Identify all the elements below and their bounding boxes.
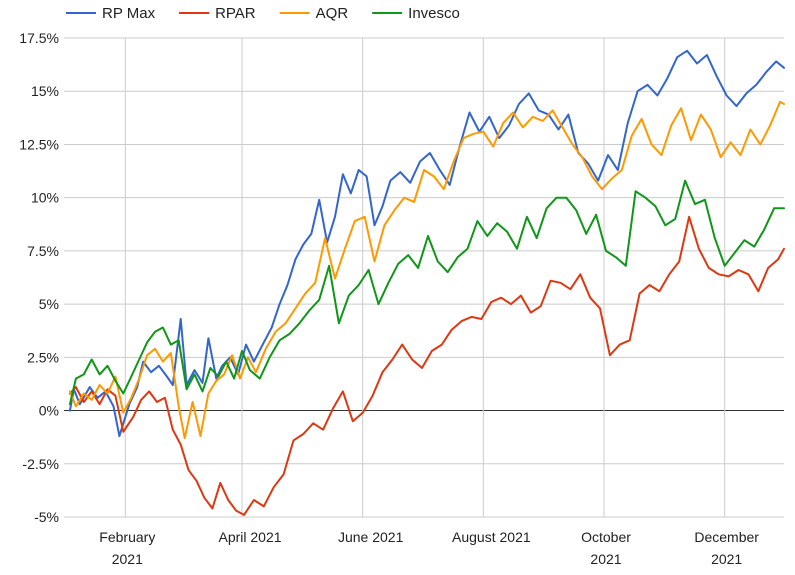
series-line-aqr[interactable] — [68, 100, 785, 440]
y-tick-label: 10% — [31, 190, 59, 206]
y-tick-label: 17.5% — [19, 30, 59, 46]
legend-item-aqr[interactable]: AQR — [279, 5, 349, 22]
grid-layer — [64, 37, 784, 518]
x-tick-label: June 2021 — [338, 529, 404, 545]
legend-item-rp-max[interactable]: RP Max — [66, 5, 156, 22]
legend-label: RP Max — [102, 5, 156, 22]
y-tick-label: -5% — [34, 509, 59, 525]
y-tick-label: 7.5% — [27, 243, 59, 259]
axis-layer: 17.5% 15% 12.5% 10% 7.5% 5% 2.5% 0% -2.5% -5% Febr… — [19, 30, 759, 567]
x-tick-label: April 2021 — [218, 529, 281, 545]
y-tick-label: 2.5% — [27, 349, 59, 365]
x-tick-label-year: 2021 — [711, 551, 742, 567]
x-tick-label-year: 2021 — [590, 551, 621, 567]
legend-label: RPAR — [215, 5, 256, 22]
legend-item-rpar[interactable]: RPAR — [179, 5, 256, 22]
series-line-invesco[interactable] — [68, 179, 785, 406]
series-layer — [68, 49, 785, 516]
legend-label: Invesco — [408, 5, 460, 22]
y-tick-label: 0% — [39, 403, 59, 419]
x-tick-label: December — [694, 529, 759, 545]
y-tick-label: 5% — [39, 296, 59, 312]
series-line-rpar[interactable] — [68, 215, 785, 516]
legend[interactable]: RP Max RPAR AQR Invesco — [66, 5, 460, 22]
x-tick-label: February — [99, 529, 155, 545]
x-tick-label: October — [581, 529, 631, 545]
y-tick-label: 12.5% — [19, 136, 59, 152]
legend-label: AQR — [316, 5, 349, 22]
legend-item-invesco[interactable]: Invesco — [372, 5, 460, 22]
x-tick-label-year: 2021 — [112, 551, 143, 567]
series-line-rp-max[interactable] — [68, 49, 785, 438]
y-tick-label: -2.5% — [22, 456, 59, 472]
y-tick-label: 15% — [31, 83, 59, 99]
x-tick-label: August 2021 — [452, 529, 531, 545]
